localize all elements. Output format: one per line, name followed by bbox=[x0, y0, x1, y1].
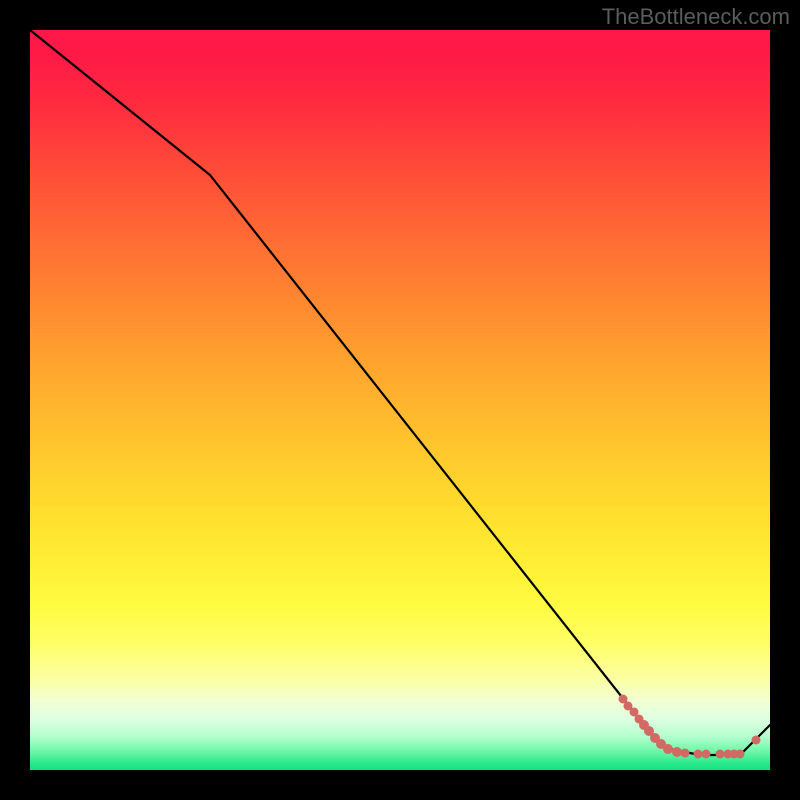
data-marker bbox=[752, 736, 761, 745]
data-marker bbox=[694, 750, 703, 759]
chart-stage: TheBottleneck.com bbox=[0, 0, 800, 800]
gradient-panel bbox=[30, 30, 770, 770]
data-marker bbox=[736, 750, 745, 759]
data-marker bbox=[702, 750, 711, 759]
chart-svg bbox=[0, 0, 800, 800]
watermark-label: TheBottleneck.com bbox=[602, 4, 790, 30]
data-marker bbox=[672, 747, 682, 757]
data-marker bbox=[681, 749, 690, 758]
data-marker bbox=[663, 744, 673, 754]
data-marker bbox=[716, 750, 725, 759]
